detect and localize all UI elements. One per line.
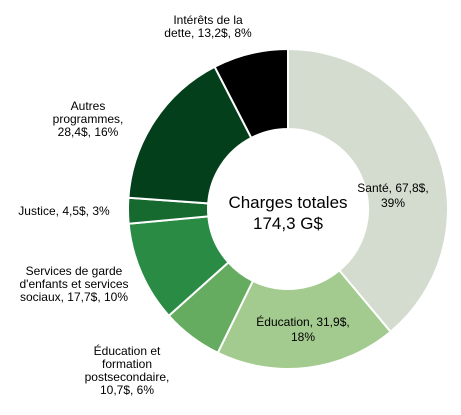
slice-label-7: Intérêts de la dette, 13,2$, 8% [164, 13, 252, 40]
slice-label-line: Services de garde [26, 264, 123, 278]
slice-label-4: Services de garde d'enfants et services so… [19, 264, 128, 304]
slice-label-line: sociaux, 17,7$, 10% [20, 290, 128, 304]
slice-label-line: programmes, [53, 112, 124, 126]
slice-1 [287, 47, 449, 334]
slice-label-line: Éducation, 31,9$, [256, 314, 349, 329]
slice-label-line: 10,7$, 6% [100, 383, 154, 397]
slice-label-line: postsecondaire, [85, 370, 170, 384]
slice-label-line: 28,4$, 16% [58, 125, 119, 139]
center-title: Charges totales [228, 193, 347, 212]
slice-label-line: Éducation et [94, 343, 161, 358]
slice-label-2: Éducation, 31,9$, 18% [256, 314, 349, 344]
slice-7 [213, 47, 289, 140]
donut-slices [127, 47, 449, 370]
slice-labels: Santé, 67,8$, 39%Éducation, 31,9$, 18%Éduc… [18, 13, 428, 397]
slice-label-line: Autres [71, 99, 106, 113]
slice-label-3: Éducation et formation postsecondaire, 10,7… [85, 343, 170, 397]
slice-label-line: Santé, 67,8$, [357, 181, 428, 195]
slice-2 [216, 268, 393, 370]
slice-label-line: Intérêts de la [173, 13, 243, 27]
slice-label-line: dette, 13,2$, 8% [164, 26, 252, 40]
slice-label-5: Justice, 4,5$, 3% [18, 204, 110, 218]
slice-label-6: Autres programmes, 28,4$, 16% [53, 99, 124, 139]
slice-label-line: 39% [381, 196, 405, 210]
slice-label-line: formation [102, 357, 152, 371]
slice-label-line: d'enfants et services [19, 277, 128, 291]
slice-label-line: Justice, 4,5$, 3% [18, 204, 110, 218]
center-total: 174,3 G$ [253, 214, 323, 233]
slice-label-1: Santé, 67,8$, 39% [357, 181, 428, 210]
slice-6 [127, 65, 253, 205]
slice-label-line: 18% [291, 330, 315, 344]
